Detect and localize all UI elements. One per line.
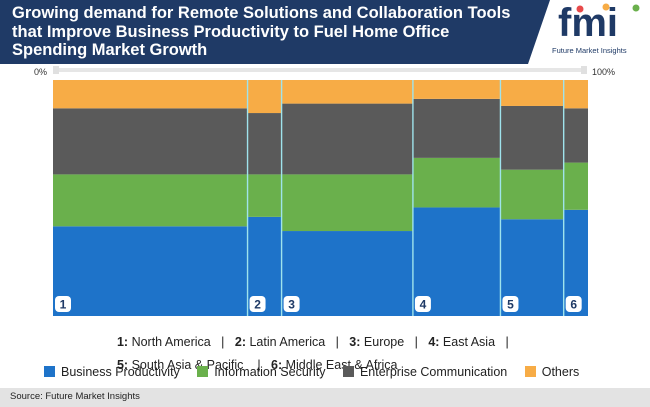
legend-label-enterprise-communication: Enterprise Communication [359,365,508,379]
region-num-3: 3 [349,335,357,349]
badge-label-col-5: 5 [507,298,514,312]
segment-information-security-col-4 [412,157,501,208]
badge-label-col-6: 6 [570,298,577,312]
segment-enterprise-communication-col-4 [412,98,501,158]
segment-information-security-col-3 [281,174,413,232]
badge-label-col-3: 3 [288,298,295,312]
legend-item-information-security: Information Security [197,365,325,379]
footer-bar: Source: Future Market Insights [0,388,650,407]
column-badges: 1 2 3 4 5 6 [55,296,582,312]
region-num-4: 4 [428,335,436,349]
legend-label-information-security: Information Security [214,365,326,379]
x-axis-max-label: 100% [592,67,616,77]
badge-label-col-2: 2 [254,298,261,312]
legend-label-others: Others [541,365,580,379]
region-num-1: 1 [116,335,124,349]
segment-business-productivity-col-3 [281,231,413,316]
region-num-6: 6 [271,358,278,372]
x-axis-start-handle [53,66,59,74]
series-legend: Business Productivity Information Securi… [44,365,593,383]
segment-enterprise-communication-col-3 [281,103,413,175]
x-axis-min-label: 0% [34,67,48,77]
legend-swatch-others [524,366,536,377]
segment-enterprise-communication-col-1 [53,108,248,175]
chart-title: Growing demand for Remote Solutions and … [12,4,511,59]
region-name-1: North America [131,335,211,349]
segment-business-productivity-col-1 [53,226,248,316]
legend-item-enterprise-communication: Enterprise Communication [342,365,508,379]
badge-box-col-6 [565,296,582,312]
segment-information-security-col-5 [500,169,564,220]
legend-swatch-information-security [197,366,209,377]
logo-dot-green [632,4,640,12]
segment-enterprise-communication-col-2 [247,113,282,175]
region-name-4: East Asia [442,335,496,349]
logo-panel: fmi Future Market Insights [528,0,650,64]
segment-others-col-6 [563,80,588,109]
badge-box-col-1 [55,296,71,312]
segment-others-col-4 [412,80,501,99]
segment-others-col-1 [53,80,248,109]
badge-label-col-4: 4 [420,298,427,312]
segment-others-col-2 [247,80,282,114]
legend-item-business-productivity: Business Productivity [44,365,180,379]
legend-swatch-business-productivity [44,366,55,377]
logo-company-name: Future Market Insights [552,46,627,55]
region-legend-row-1: 1: North America | 2: Latin America | 3:… [116,335,509,349]
segment-others-col-3 [281,80,413,104]
x-axis-track-line [57,68,583,72]
logo-dot-orange [602,3,610,11]
badge-box-col-2 [249,296,266,312]
segment-information-security-col-1 [53,174,248,227]
region-num-2: 2 [234,335,242,349]
badge-label-col-1: 1 [60,298,67,312]
x-axis-track [53,66,587,74]
segment-enterprise-communication-col-6 [563,108,588,163]
marimekko-chart: 1 2 3 4 5 6 [53,66,588,316]
region-name-6: Middle East & Africa [285,358,398,372]
logo-dot-red [576,5,584,13]
region-name-2: Latin America [249,335,326,349]
region-name-5: South Asia & Pacific [131,358,244,372]
fmi-logo: fmi [558,2,640,44]
legend-swatch-enterprise-communication [342,366,354,377]
badge-box-col-3 [283,296,300,312]
region-num-5: 5 [116,358,124,372]
region-name-3: Europe [363,335,405,349]
chart-segments [53,80,588,316]
source-note: Source: Future Market Insights [10,391,140,402]
badge-box-col-5 [502,296,519,312]
x-axis-end-handle [581,66,587,74]
column-separators [246,80,565,316]
badge-box-col-4 [414,296,431,312]
legend-label-business-productivity: Business Productivity [61,365,180,379]
region-legend-row-2: 5: South Asia & Pacific | 6: Middle East… [116,358,398,372]
segment-others-col-5 [500,80,564,106]
segment-information-security-col-6 [563,162,588,210]
segment-information-security-col-2 [247,174,282,217]
segment-enterprise-communication-col-5 [500,105,564,170]
legend-item-others: Others [524,365,580,379]
